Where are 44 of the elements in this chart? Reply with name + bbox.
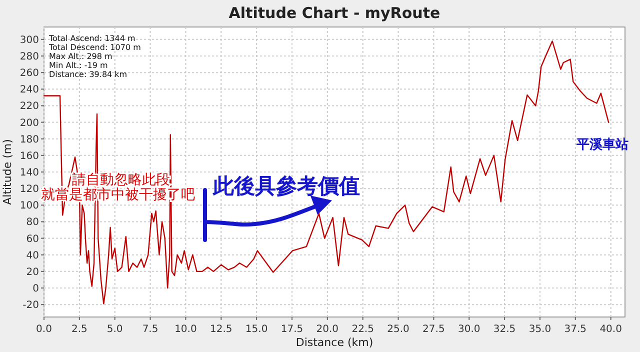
chart-title: Altitude Chart - myRoute <box>228 4 440 22</box>
y-tick-label: 20 <box>26 266 39 278</box>
y-tick-label: 160 <box>20 150 39 162</box>
y-tick-label: 120 <box>20 184 39 196</box>
annotation: 此後具參考價值 <box>212 174 360 198</box>
y-tick-label: 220 <box>20 101 39 112</box>
x-tick-label: 32.5 <box>493 324 516 335</box>
x-tick-label: 27.5 <box>422 324 445 335</box>
y-tick-label: 280 <box>20 52 39 62</box>
x-tick-label: 7.5 <box>142 324 158 335</box>
y-tick-label: 140 <box>20 168 39 178</box>
y-tick-label: 80 <box>26 217 39 228</box>
x-tick-label: 0.0 <box>36 324 52 335</box>
y-tick-label: 40 <box>26 250 39 262</box>
y-axis-title: Altitude (m) <box>1 139 14 205</box>
y-tick-label: 60 <box>26 234 39 245</box>
y-tick-label: 260 <box>20 68 39 80</box>
x-tick-label: 35.0 <box>528 324 552 335</box>
x-tick-label: 17.5 <box>280 324 304 335</box>
annotation: Max Alt.: 298 m <box>49 52 113 61</box>
y-tick-label: 200 <box>20 118 39 129</box>
x-tick-label: 15.0 <box>245 324 268 335</box>
x-tick-label: 40.0 <box>600 324 622 335</box>
x-tick-label: 12.5 <box>210 324 232 335</box>
y-tick-label: -20 <box>22 300 39 312</box>
y-tick-label: 180 <box>20 134 39 146</box>
annotation: Total Ascend: 1344 m <box>48 34 136 43</box>
x-tick-label: 20.0 <box>316 324 339 335</box>
x-tick-label: 37.5 <box>564 324 587 335</box>
annotation: Min Alt.: -19 m <box>49 61 108 70</box>
x-tick-label: 10.0 <box>174 324 197 335</box>
x-axis-title: Distance (km) <box>296 336 374 349</box>
x-tick-label: 25.0 <box>387 324 410 335</box>
annotation: Total Descend: 1070 m <box>48 43 142 52</box>
annotation: Distance: 39.84 km <box>49 70 128 79</box>
y-tick-label: 240 <box>20 84 39 96</box>
y-tick-label: 100 <box>20 200 39 212</box>
x-tick-label: 30.0 <box>458 324 480 335</box>
y-tick-label: 0 <box>32 284 39 294</box>
annotation: 平溪車站 <box>576 136 629 152</box>
x-tick-label: 2.5 <box>71 324 88 335</box>
x-tick-label: 5.0 <box>106 324 123 335</box>
y-tick-label: 300 <box>20 34 39 46</box>
x-tick-label: 22.5 <box>352 324 374 335</box>
